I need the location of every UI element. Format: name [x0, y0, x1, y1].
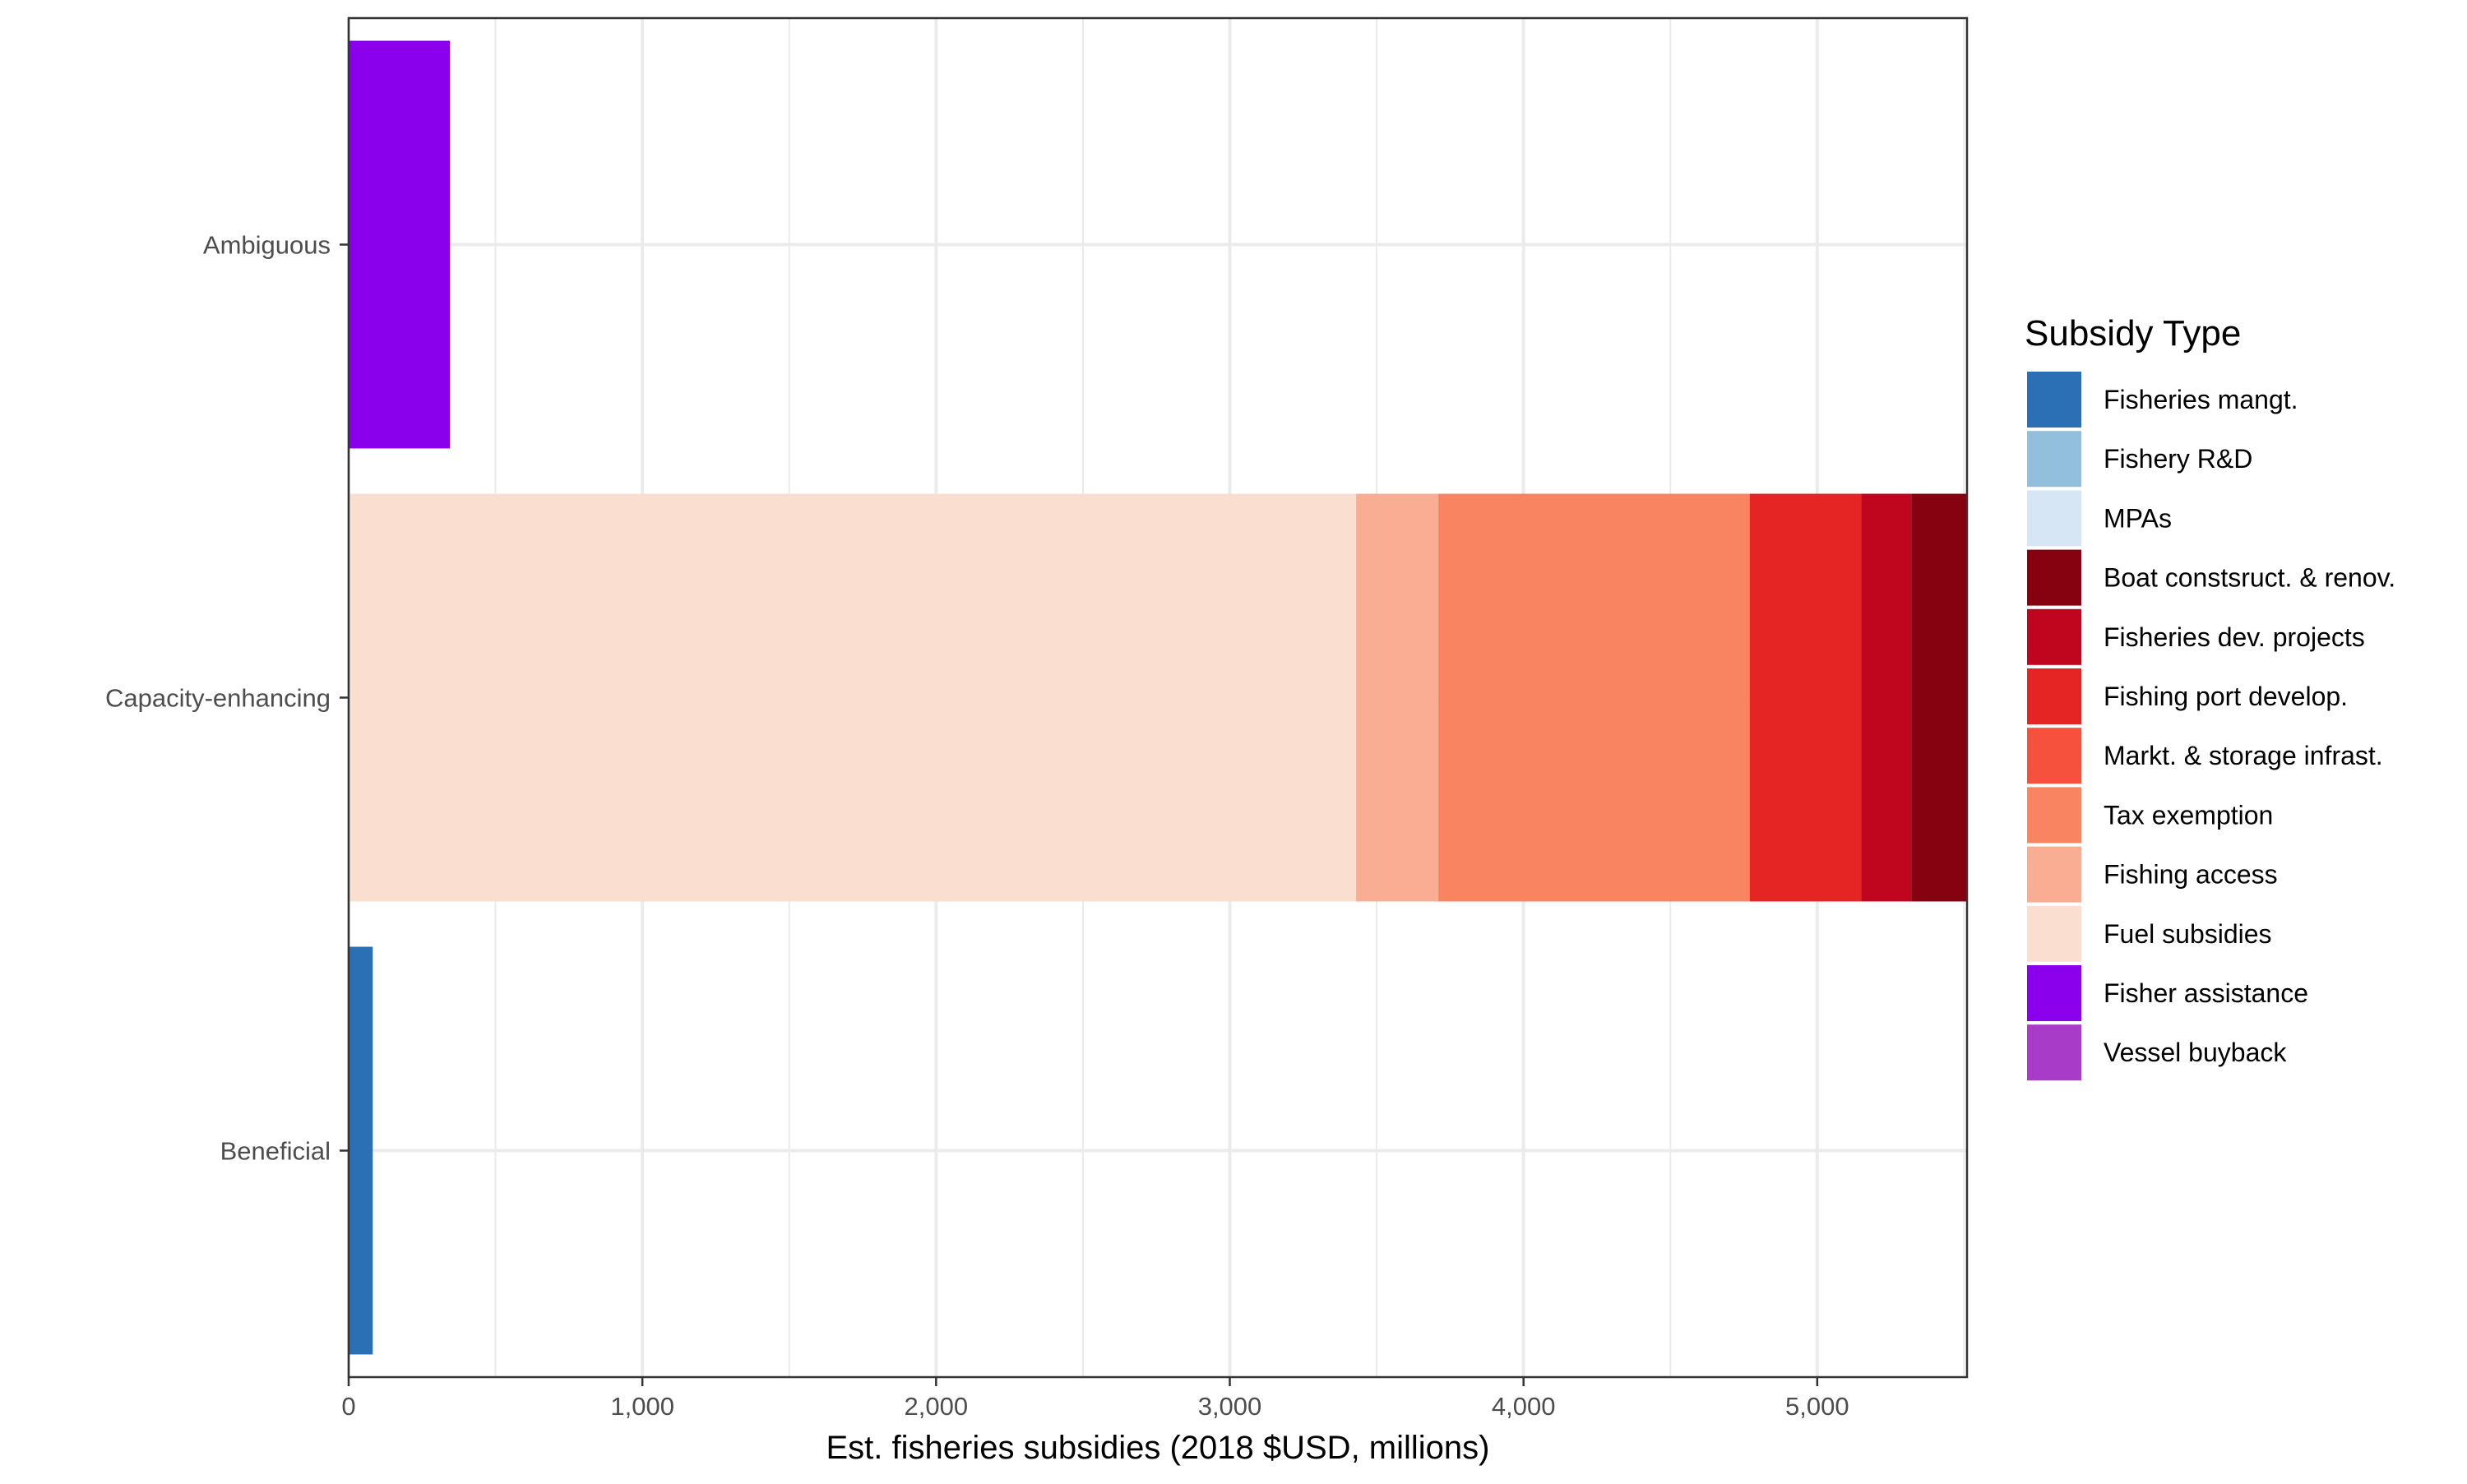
- y-tick-label: Beneficial: [220, 1137, 331, 1166]
- y-tick-label: Capacity-enhancing: [105, 684, 331, 713]
- legend-label: Fishing access: [2104, 860, 2278, 890]
- legend-label: Fishing port develop.: [2104, 682, 2348, 711]
- legend-label: Fisheries mangt.: [2104, 385, 2298, 414]
- axes: 0 1,000 2,000 3,000 4,000 5,000 Ambiguous Capac…: [105, 16, 1969, 1466]
- legend-key: [2027, 846, 2081, 903]
- x-axis-title: Est. fisheries subsidies (2018 $USD, mil…: [826, 1430, 1490, 1466]
- legend-key: [2027, 608, 2081, 665]
- x-tick-label: 5,000: [1785, 1392, 1849, 1421]
- legend: Subsidy Type Fisheries mangt. Fishery R&D M…: [2025, 313, 2395, 1081]
- legend-item: Vessel buyback: [2027, 1024, 2287, 1081]
- y-tick-label: Ambiguous: [203, 231, 331, 260]
- x-tick-label: 4,000: [1492, 1392, 1556, 1421]
- legend-item: Tax exemption: [2027, 787, 2273, 844]
- bar-segment: [1356, 493, 1439, 902]
- legend-key: [2027, 549, 2081, 606]
- legend-item: Fisheries dev. projects: [2027, 608, 2365, 665]
- bar-segment: [1911, 493, 1967, 902]
- legend-item: Markt. & storage infrast.: [2027, 728, 2383, 784]
- legend-item: Fishery R&D: [2027, 431, 2252, 488]
- legend-label: Fishery R&D: [2104, 444, 2252, 474]
- bar-segment: [1438, 493, 1750, 902]
- legend-item: MPAs: [2027, 490, 2172, 547]
- x-tick-label: 0: [341, 1392, 355, 1421]
- legend-key: [2027, 787, 2081, 844]
- legend-title: Subsidy Type: [2025, 313, 2241, 354]
- legend-item: Fishing port develop.: [2027, 668, 2348, 724]
- legend-label: Tax exemption: [2104, 800, 2273, 830]
- legend-key: [2027, 905, 2081, 962]
- bar-segment: [349, 946, 373, 1355]
- legend-key: [2027, 490, 2081, 547]
- legend-label: Fisheries dev. projects: [2104, 622, 2365, 652]
- x-tick-label: 1,000: [610, 1392, 674, 1421]
- legend-label: Fuel subsidies: [2104, 919, 2272, 949]
- legend-label: Fisher assistance: [2104, 978, 2308, 1008]
- legend-label: MPAs: [2104, 503, 2172, 533]
- bar-segment: [1749, 493, 1862, 902]
- legend-item: Boat constsruct. & renov.: [2027, 549, 2395, 606]
- legend-label: Vessel buyback: [2104, 1038, 2287, 1067]
- bar-segment: [349, 493, 1357, 902]
- legend-key: [2027, 965, 2081, 1021]
- legend-label: Boat constsruct. & renov.: [2104, 563, 2395, 593]
- legend-key: [2027, 431, 2081, 488]
- legend-item: Fisheries mangt.: [2027, 372, 2298, 428]
- legend-item: Fisher assistance: [2027, 965, 2308, 1021]
- legend-key: [2027, 668, 2081, 724]
- x-tick-label: 2,000: [905, 1392, 969, 1421]
- bar-segment: [1861, 493, 1912, 902]
- legend-item: Fishing access: [2027, 846, 2278, 903]
- legend-key: [2027, 728, 2081, 784]
- bars: [349, 40, 1967, 1355]
- bar-segment: [349, 40, 451, 449]
- legend-key: [2027, 372, 2081, 428]
- legend-label: Markt. & storage infrast.: [2104, 741, 2383, 770]
- legend-key: [2027, 1024, 2081, 1081]
- legend-item: Fuel subsidies: [2027, 905, 2272, 962]
- x-tick-label: 3,000: [1198, 1392, 1262, 1421]
